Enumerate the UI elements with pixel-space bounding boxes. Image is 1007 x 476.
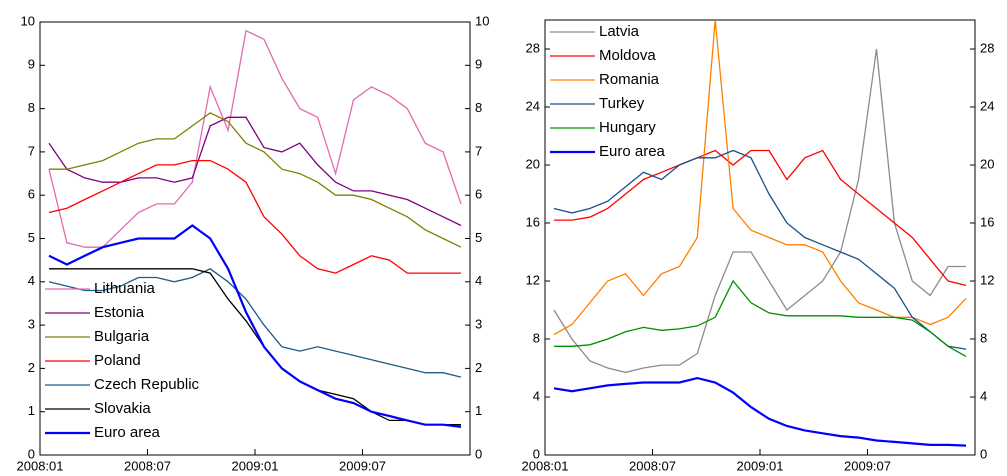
x-tick-label: 2008:01 [522,458,569,473]
y-tick-label: 0 [28,446,35,461]
y-tick-label: 8 [533,330,540,345]
legend-label: Euro area [94,424,161,441]
y-tick-label: 2 [28,360,35,375]
y2-tick-label: 7 [475,143,482,158]
series-line [48,268,462,378]
y-tick-label: 3 [28,317,35,332]
y-tick-label: 12 [526,272,540,287]
x-tick-label: 2008:07 [124,458,171,473]
x-tick-label: 2008:01 [17,458,64,473]
series-line [48,116,462,227]
legend-label: Bulgaria [94,328,150,345]
legend-label: Slovakia [94,400,151,417]
y2-tick-label: 5 [475,230,482,245]
y-tick-label: 7 [28,143,35,158]
x-tick-label: 2009:07 [339,458,386,473]
y-tick-label: 4 [533,388,540,403]
y2-tick-label: 10 [475,13,489,28]
y2-tick-label: 28 [980,40,994,55]
y2-tick-label: 8 [475,100,482,115]
y-tick-label: 1 [28,403,35,418]
legend-label: Latvia [599,23,640,40]
legend-label: Romania [599,71,660,88]
y2-tick-label: 8 [980,330,987,345]
y-tick-label: 10 [21,13,35,28]
legend-label: Moldova [599,47,656,64]
y-tick-label: 9 [28,57,35,72]
y-tick-label: 20 [526,156,540,171]
series-line [49,268,461,426]
series-line [553,48,966,374]
y2-tick-label: 12 [980,272,994,287]
series-line [48,159,461,274]
y2-tick-label: 16 [980,214,994,229]
y-tick-label: 6 [28,187,35,202]
y-tick-label: 8 [28,100,35,115]
y2-tick-label: 24 [980,98,994,113]
y2-tick-label: 2 [475,360,482,375]
y2-tick-label: 4 [980,388,987,403]
y2-tick-label: 1 [475,403,482,418]
y-tick-label: 4 [28,273,35,288]
y-tick-label: 5 [28,230,35,245]
x-tick-label: 2009:07 [844,458,891,473]
legend-label: Poland [94,352,141,369]
series-line [554,149,967,287]
series-line [49,112,462,248]
y-tick-label: 0 [533,446,540,461]
y2-tick-label: 0 [475,446,482,461]
series-line [553,376,967,447]
legend-label: Euro area [599,143,666,160]
y2-tick-label: 3 [475,317,482,332]
y-tick-label: 28 [526,40,540,55]
series-line [48,29,462,248]
x-tick-label: 2008:07 [629,458,676,473]
y2-tick-label: 0 [980,446,987,461]
y2-tick-label: 9 [475,57,482,72]
legend-label: Hungary [599,119,656,136]
y-tick-label: 24 [526,98,540,113]
legend-label: Czech Republic [94,376,200,393]
y2-tick-label: 6 [475,187,482,202]
x-tick-label: 2009:01 [737,458,784,473]
y-tick-label: 16 [526,214,540,229]
x-tick-label: 2009:01 [232,458,279,473]
legend-label: Lithuania [94,280,156,297]
legend-label: Estonia [94,304,145,321]
series-line [48,224,462,428]
series-line [553,149,967,350]
y2-tick-label: 20 [980,156,994,171]
legend-label: Turkey [599,95,645,112]
y2-tick-label: 4 [475,273,482,288]
series-line [554,279,967,357]
